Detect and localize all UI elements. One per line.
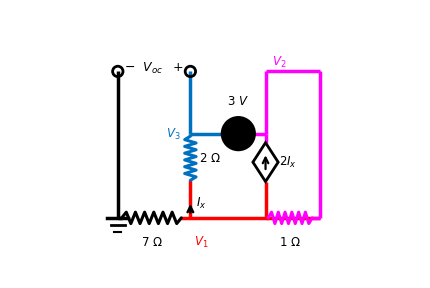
Text: $2I_x$: $2I_x$ — [279, 155, 297, 170]
Polygon shape — [253, 143, 278, 182]
Text: $V_3$: $V_3$ — [166, 127, 181, 143]
Text: $I_x$: $I_x$ — [196, 196, 206, 211]
Text: $V_1$: $V_1$ — [194, 235, 209, 250]
Text: $-\ \ V_{oc}\ \ +$: $-\ \ V_{oc}\ \ +$ — [124, 61, 184, 76]
Text: $7\ \Omega$: $7\ \Omega$ — [141, 236, 163, 249]
Text: $3\ V$: $3\ V$ — [227, 96, 249, 109]
Circle shape — [222, 118, 255, 150]
Text: $1\ \Omega$: $1\ \Omega$ — [279, 236, 301, 249]
Text: $2\ \Omega$: $2\ \Omega$ — [200, 152, 221, 165]
Text: $V_2$: $V_2$ — [272, 55, 286, 70]
Text: $+\ -$: $+\ -$ — [226, 128, 251, 139]
